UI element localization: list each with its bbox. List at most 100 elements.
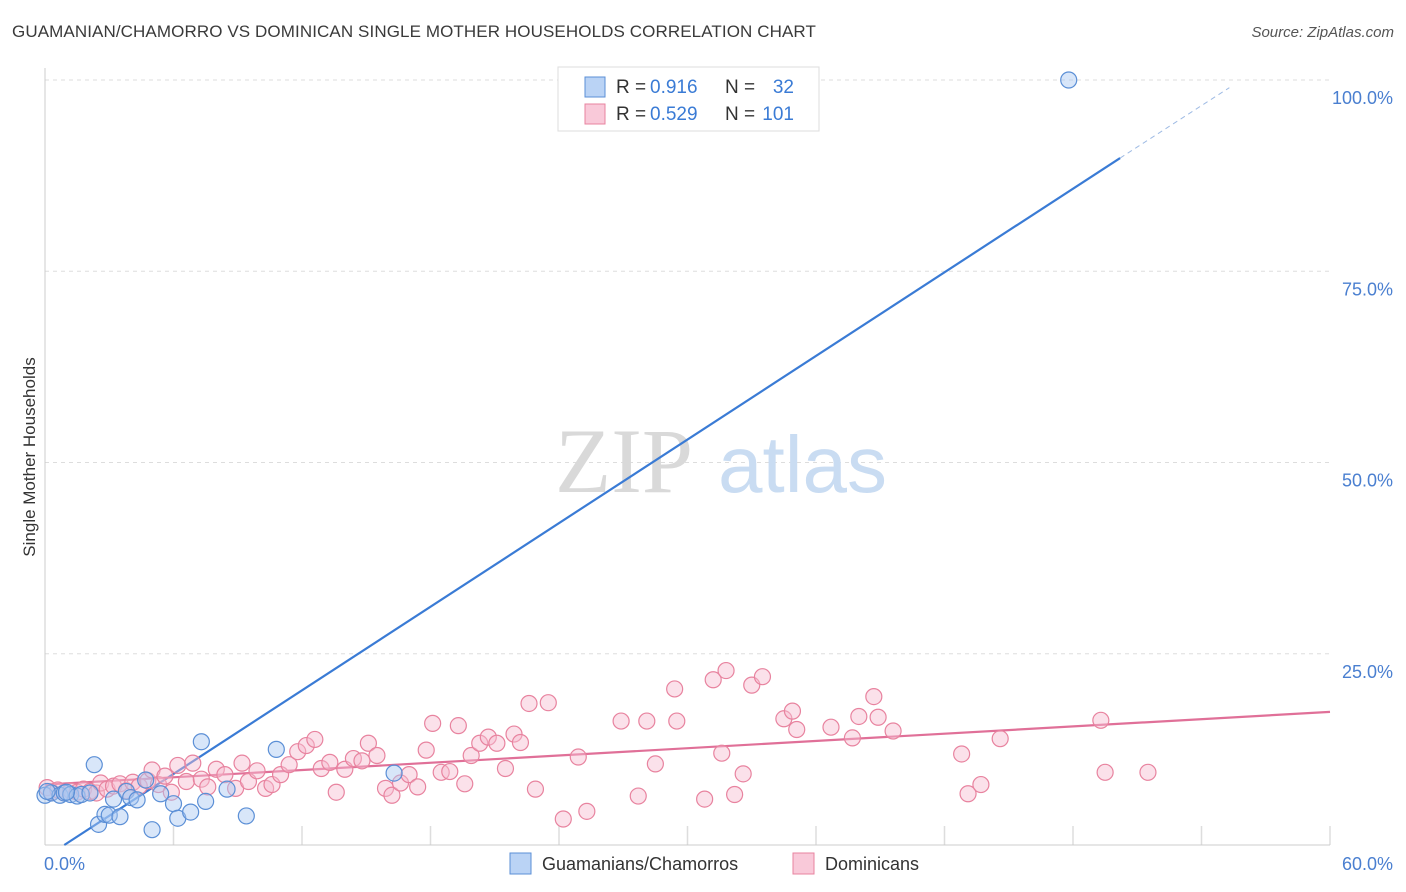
y-tick-labels: 25.0% 50.0% 75.0% 100.0% <box>1332 88 1393 682</box>
watermark-atlas: atlas <box>718 420 887 509</box>
trend-line-extension <box>1119 87 1230 159</box>
legend-r-value: 0.529 <box>650 104 698 125</box>
watermark-zip: ZIP <box>555 410 693 512</box>
x-tick-label: 0.0% <box>44 854 85 874</box>
data-point <box>400 766 418 784</box>
data-point <box>376 779 395 797</box>
data-point <box>869 708 887 726</box>
data-point <box>156 767 174 785</box>
data-point <box>441 762 459 781</box>
trend-lines <box>44 87 1331 846</box>
data-point <box>409 778 427 796</box>
legend-swatch <box>584 76 606 98</box>
watermark: ZIP atlas <box>555 410 887 512</box>
data-point <box>456 775 474 793</box>
data-point <box>197 792 215 810</box>
data-point <box>368 746 386 765</box>
data-point <box>85 756 103 774</box>
data-point <box>38 782 56 801</box>
data-point <box>306 730 324 749</box>
data-point <box>753 668 772 686</box>
data-point <box>104 790 123 808</box>
data-point <box>850 707 868 726</box>
data-point <box>865 687 883 706</box>
data-point <box>297 736 315 755</box>
data-point <box>327 783 345 801</box>
data-point <box>184 754 202 772</box>
data-point <box>207 760 225 778</box>
series-legend-swatch <box>509 852 532 875</box>
data-point <box>991 730 1009 748</box>
series-legend-label: Dominicans <box>825 854 919 874</box>
source-label: Source: ZipAtlas.com <box>1251 24 1394 41</box>
data-point <box>953 745 971 763</box>
series-legend-swatch <box>792 852 815 875</box>
data-point <box>843 729 862 747</box>
data-point <box>629 787 647 805</box>
data-point <box>432 763 450 781</box>
data-point <box>72 785 91 804</box>
data-point <box>424 714 442 732</box>
data-point <box>128 791 146 809</box>
correlation-legend: R = 0.916 N = 32 R = 0.529 N = 101 <box>557 66 820 132</box>
data-point <box>289 743 307 761</box>
y-axis-title: Single Mother Households <box>20 357 39 556</box>
legend-r-label: R = <box>616 77 646 98</box>
data-point <box>668 712 686 730</box>
data-point <box>177 772 195 791</box>
data-point <box>1096 763 1114 781</box>
data-point <box>182 803 200 821</box>
y-tick-label: 100.0% <box>1332 88 1393 108</box>
data-point <box>788 720 806 739</box>
data-point <box>164 795 183 813</box>
data-point <box>479 728 497 746</box>
legend-n-value: 101 <box>762 104 794 125</box>
legend-swatch <box>584 103 606 125</box>
data-point <box>511 733 530 752</box>
data-point <box>471 734 489 752</box>
data-point <box>726 785 744 804</box>
data-point <box>312 759 330 778</box>
data-point <box>92 774 110 792</box>
data-point <box>539 694 557 712</box>
data-point <box>783 702 802 720</box>
data-points <box>36 71 1157 839</box>
data-point <box>353 752 371 770</box>
data-point <box>87 784 106 802</box>
data-point <box>192 733 210 751</box>
data-point <box>81 784 99 802</box>
x-tick-label: 60.0% <box>1342 854 1393 874</box>
data-point <box>130 777 148 795</box>
data-point <box>704 671 722 689</box>
legend-r-label: R = <box>616 104 646 125</box>
data-point <box>237 807 255 825</box>
data-point <box>569 748 587 766</box>
y-tick-label: 50.0% <box>1342 471 1393 491</box>
legend-n-value: 32 <box>773 77 794 98</box>
data-point <box>822 718 840 736</box>
data-point <box>646 755 664 773</box>
data-point <box>216 766 234 784</box>
data-point <box>111 808 129 826</box>
data-point <box>884 722 902 740</box>
data-point <box>696 790 714 808</box>
y-tick-label: 25.0% <box>1342 662 1393 682</box>
data-point <box>612 712 630 730</box>
data-point <box>462 746 480 765</box>
data-point <box>520 694 538 713</box>
data-point <box>383 786 401 804</box>
data-point <box>218 780 236 798</box>
data-point <box>267 740 285 758</box>
axes <box>44 68 1330 846</box>
data-point <box>638 712 656 730</box>
data-point <box>717 661 735 680</box>
data-point <box>526 780 545 798</box>
legend-n-label: N = <box>725 104 755 125</box>
data-point <box>321 753 339 771</box>
legend-n-label: N = <box>725 77 755 98</box>
data-point <box>100 806 118 824</box>
trend-line <box>63 157 1121 846</box>
data-point <box>578 802 596 820</box>
series-legend: Guamanians/Chamorros Dominicans <box>509 852 919 875</box>
